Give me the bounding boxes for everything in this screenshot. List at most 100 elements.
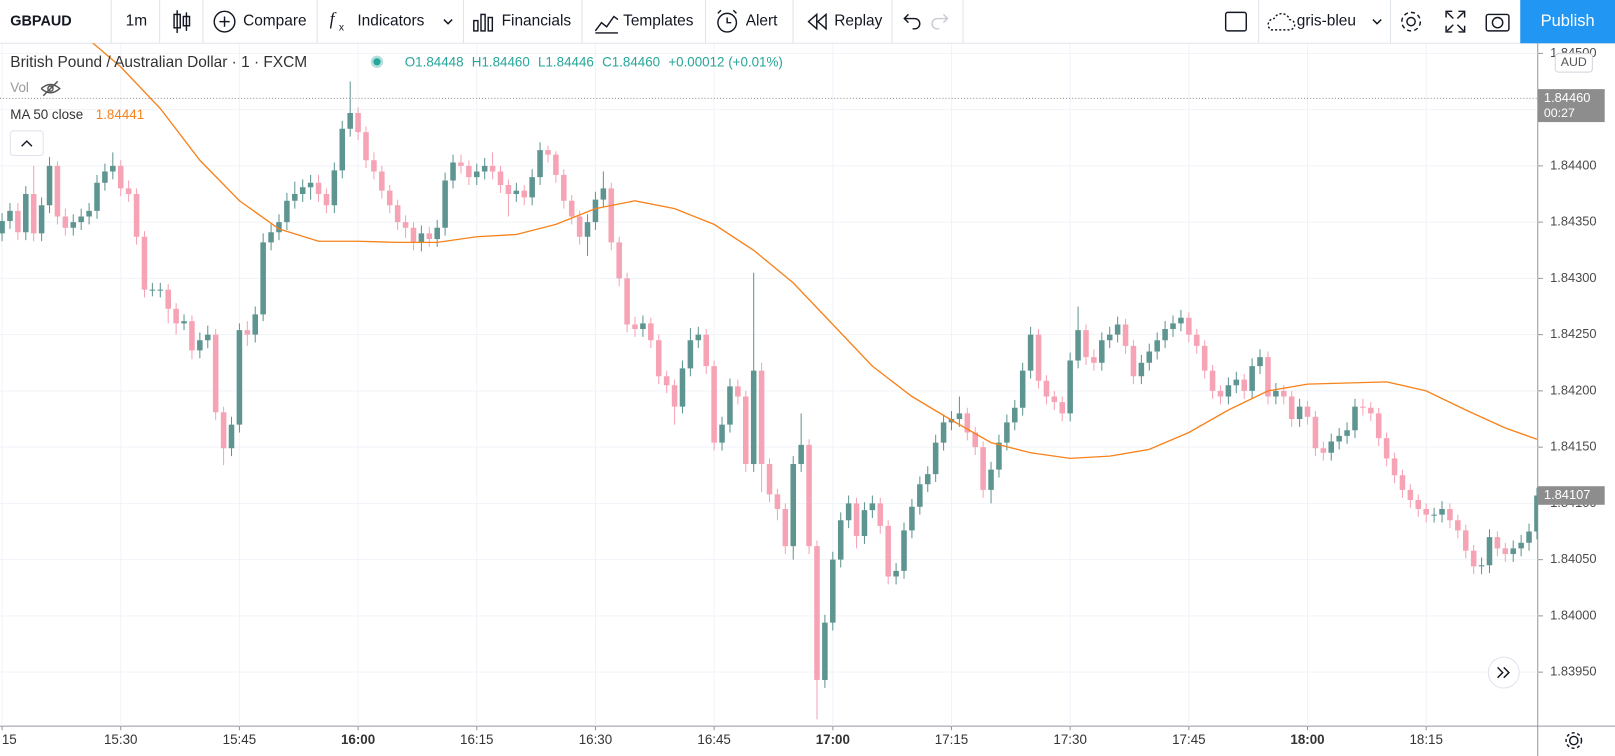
candle-body — [782, 509, 789, 547]
candle-body — [189, 321, 195, 351]
legend-title: British Pound / Australian Dollar · 1 · … — [10, 54, 307, 71]
candle-body — [790, 464, 797, 547]
candle-body — [497, 171, 504, 186]
compare-button[interactable]: Compare — [243, 13, 306, 30]
candle-body — [1494, 537, 1501, 549]
undo-button[interactable] — [903, 13, 921, 30]
candle-body — [1375, 413, 1382, 439]
axes: 1.839501.840001.840501.841001.841501.842… — [1, 45, 1605, 747]
candle-body — [1217, 390, 1224, 397]
candle-body — [1265, 357, 1271, 397]
candle-body — [924, 474, 931, 485]
candle-body — [1091, 357, 1097, 363]
candle-body — [70, 222, 77, 228]
symbol[interactable]: GBPAUD — [10, 13, 71, 29]
candle-body — [30, 194, 37, 234]
candle-body — [932, 442, 939, 475]
publish-bg[interactable] — [1520, 0, 1615, 44]
alert-button[interactable]: Alert — [746, 13, 778, 30]
candle-body — [711, 366, 717, 443]
collapse-legend-button[interactable] — [9, 130, 44, 157]
candle-body — [537, 150, 543, 178]
compare-icon[interactable] — [213, 10, 236, 33]
templates-icon[interactable] — [594, 15, 619, 34]
select-layout-button[interactable] — [1224, 11, 1247, 32]
candle-body — [1383, 438, 1390, 459]
x-tick-label: 15:30 — [104, 732, 137, 747]
candle-body — [576, 216, 583, 237]
candle-body — [379, 171, 385, 191]
x-tick-label: 16:15 — [460, 732, 493, 747]
indicators-button[interactable]: Indicators — [357, 13, 424, 30]
candle-body — [110, 165, 116, 172]
candle-body — [806, 444, 812, 547]
candle-body — [323, 194, 330, 206]
interval[interactable]: 1m — [126, 13, 147, 30]
replay-icon[interactable] — [807, 12, 827, 31]
candle-body — [663, 376, 670, 386]
candle-body — [600, 188, 607, 200]
candle-body — [1249, 366, 1255, 391]
candle-body — [410, 227, 417, 243]
alert-icon[interactable] — [717, 9, 738, 33]
scroll-to-realtime-button[interactable] — [1487, 656, 1520, 689]
candle-body — [679, 368, 686, 407]
candle-body — [299, 187, 306, 195]
x-tick-label: 18:15 — [1409, 732, 1442, 747]
candle-body — [1352, 406, 1358, 431]
candle-body — [853, 503, 860, 537]
financials-button[interactable]: Financials — [502, 13, 572, 30]
x-tick-label: 15:45 — [223, 732, 256, 747]
candle-body — [735, 386, 741, 397]
y-tick-label: 1.84150 — [1550, 439, 1596, 454]
candle-body — [1225, 385, 1232, 397]
cloud-icon — [1267, 12, 1296, 31]
redo-button[interactable] — [931, 13, 949, 30]
candle-body — [1257, 357, 1263, 367]
candle-body — [1312, 416, 1319, 449]
time-settings-button[interactable] — [1565, 732, 1583, 749]
candle-body — [466, 165, 472, 178]
candle-body — [220, 412, 227, 449]
candle-body — [284, 200, 290, 223]
candle-body — [1360, 406, 1366, 408]
candle-body — [1431, 514, 1437, 516]
replay-button[interactable]: Replay — [834, 13, 882, 30]
candle-body — [671, 385, 678, 407]
candle-body — [561, 174, 567, 201]
candle-body — [830, 559, 836, 623]
chart-style-icon[interactable] — [173, 10, 191, 33]
vol-hidden-icon[interactable] — [40, 80, 61, 97]
candle-body — [474, 171, 480, 178]
candle-body — [648, 323, 654, 341]
currency-box[interactable] — [1554, 53, 1593, 73]
candle-body — [861, 510, 868, 537]
legend-ohlc-item: H1.84460 — [472, 54, 530, 69]
candle-body — [1368, 407, 1374, 414]
fullscreen-button[interactable] — [1445, 10, 1466, 33]
candle-body — [513, 190, 520, 195]
legend-ohlc-item: +0.00012 (+0.01%) — [668, 54, 783, 69]
candle-body — [1526, 531, 1532, 543]
candle-body — [1439, 509, 1445, 515]
candle-body — [15, 210, 21, 233]
candle-body — [553, 154, 559, 175]
chevron — [443, 19, 453, 25]
currency[interactable]: AUD — [1561, 55, 1587, 69]
candle-body — [86, 210, 92, 217]
layout-name[interactable]: gris-bleu — [1297, 13, 1356, 30]
financials-icon[interactable] — [473, 13, 494, 32]
settings-button[interactable] — [1401, 11, 1422, 32]
templates-button[interactable]: Templates — [623, 13, 694, 30]
candle-body — [1510, 548, 1516, 555]
snapshot-button[interactable] — [1485, 13, 1510, 32]
indicators-icon-sub: x — [339, 23, 345, 34]
candle-body — [1486, 537, 1493, 566]
publish-button[interactable]: Publish — [1541, 12, 1595, 30]
candle-body — [1407, 489, 1414, 501]
candle-body — [545, 150, 551, 155]
candle-body — [23, 194, 29, 233]
candle-body — [386, 190, 393, 206]
ma-line — [92, 43, 1538, 460]
